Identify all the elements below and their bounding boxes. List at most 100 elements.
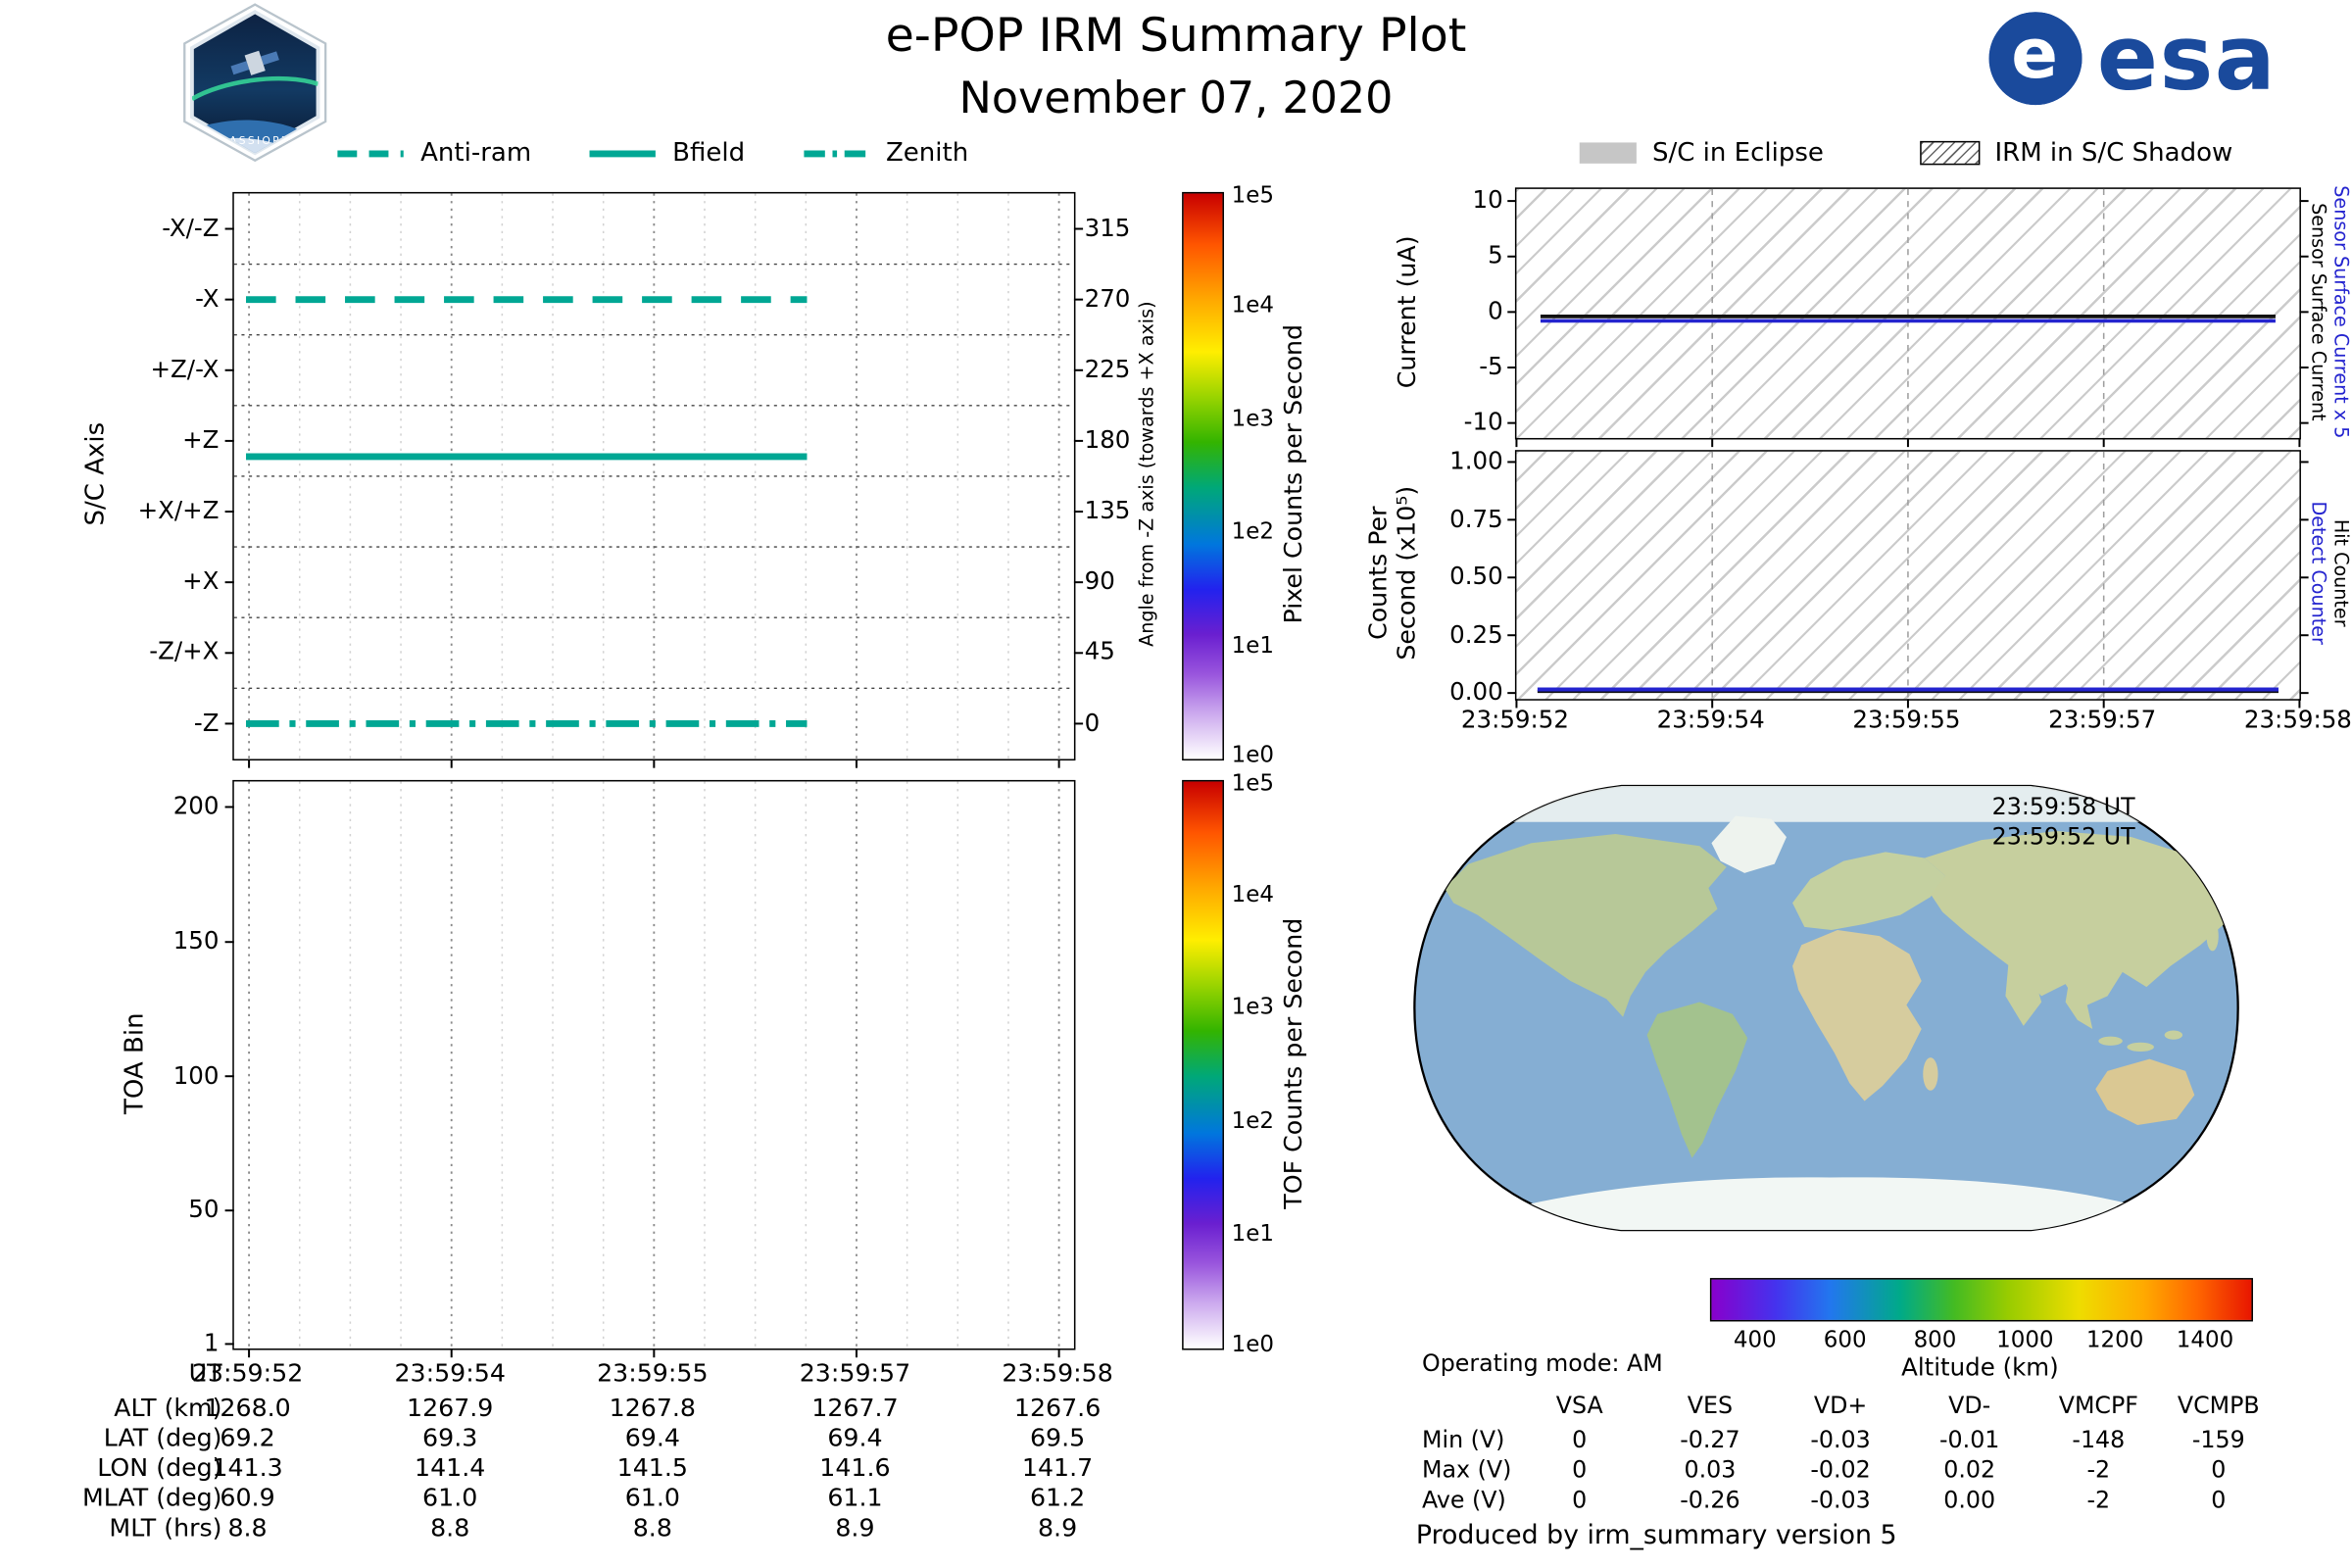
current-ylabel: Current (uA) xyxy=(1393,235,1422,389)
ephemeris-cell: 141.5 xyxy=(616,1453,688,1483)
tof-counts-colorbar-label: TOF Counts per Second xyxy=(1278,917,1307,1209)
legend-label: Anti-ram xyxy=(420,137,532,169)
current-tick: -10 xyxy=(1463,407,1503,436)
voltage-cell: -148 xyxy=(2072,1426,2126,1454)
ephemeris-cell: 69.4 xyxy=(827,1423,883,1452)
sensor-current-label: Sensor Surface Current xyxy=(2307,203,2330,421)
ephemeris-cell: 69.2 xyxy=(220,1423,275,1452)
hatch-swatch-icon xyxy=(1919,140,1981,166)
page-title: e-POP IRM Summary Plot xyxy=(885,9,1467,64)
sc-axis-tick: -Z/+X xyxy=(149,637,220,666)
colorbar-tick: 1e5 xyxy=(1231,181,1274,209)
pixel-counts-colorbar-label: Pixel Counts per Second xyxy=(1278,323,1307,624)
toa-tick: 100 xyxy=(172,1060,220,1090)
map-timestamp-end: 23:59:58 UT xyxy=(1991,793,2135,821)
japan xyxy=(2206,920,2219,952)
colorbar-tick: 1e1 xyxy=(1231,1219,1274,1248)
indonesia xyxy=(2127,1042,2154,1052)
esa-globe-icon: e xyxy=(1988,12,2082,106)
sc-axis-tick: +Z xyxy=(182,424,220,455)
colorbar-tick: 1e4 xyxy=(1231,879,1274,907)
voltage-row-label: Min (V) xyxy=(1422,1426,1505,1454)
colorbar-tick: 1e4 xyxy=(1231,291,1274,319)
time-tick: 23:59:58 xyxy=(2243,705,2352,734)
voltage-cell: -2 xyxy=(2086,1456,2111,1484)
voltage-cell: -0.01 xyxy=(1938,1426,2000,1454)
new-zealand xyxy=(2215,1111,2228,1139)
ephemeris-cell: 1268.0 xyxy=(204,1393,291,1423)
indonesia xyxy=(2164,1030,2183,1040)
ephemeris-cell: 61.2 xyxy=(1029,1483,1086,1512)
ephemeris-row-label: ALT (km) xyxy=(114,1393,222,1423)
sc-axis-tick: -X xyxy=(195,283,220,313)
ephemeris-cell: 61.0 xyxy=(422,1483,478,1512)
operating-mode: Operating mode: AM xyxy=(1422,1349,1663,1378)
voltage-cell: 0 xyxy=(2211,1486,2227,1514)
angle-tick: 90 xyxy=(1084,566,1115,596)
voltage-cell: 0.02 xyxy=(1943,1456,1996,1484)
ephemeris-cell: 23:59:57 xyxy=(799,1358,911,1388)
legend-label: S/C in Eclipse xyxy=(1651,137,1824,169)
australia xyxy=(2095,1058,2195,1125)
ephemeris-cell: 8.9 xyxy=(1037,1513,1078,1543)
world-map: 23:59:58 UT 23:59:52 UT xyxy=(1402,777,2250,1239)
angle-tick: 270 xyxy=(1084,283,1131,313)
counts-tick: 0.25 xyxy=(1449,619,1503,649)
ephemeris-cell: 8.9 xyxy=(835,1513,875,1543)
counts-ylabel-line2: Second (x10⁵) xyxy=(1392,485,1421,661)
counts-tick: 0.00 xyxy=(1449,677,1503,707)
colorbar-tick: 1e3 xyxy=(1231,404,1274,432)
current-tick: -5 xyxy=(1479,351,1503,381)
ephemeris-cell: 61.0 xyxy=(624,1483,680,1512)
voltage-cell: -2 xyxy=(2086,1486,2111,1514)
sc-axis-tick: -X/-Z xyxy=(162,213,220,242)
north-america xyxy=(1444,834,1727,1017)
counts-tick: 1.00 xyxy=(1449,446,1503,475)
altitude-colorbar-label: Altitude (km) xyxy=(1901,1352,2059,1382)
continents xyxy=(1444,786,2228,1231)
ephemeris-cell: 69.4 xyxy=(624,1423,680,1452)
ephemeris-row-label: MLT (hrs) xyxy=(109,1513,222,1543)
antarctica xyxy=(1462,1177,2189,1231)
esa-wordmark: esa xyxy=(2096,6,2278,112)
colorbar-tick: 1e3 xyxy=(1231,993,1274,1021)
colorbar-tick: 1e1 xyxy=(1231,630,1274,659)
ephemeris-cell: 141.4 xyxy=(415,1453,486,1483)
arctic-ice xyxy=(1492,786,2168,822)
angle-tick: 225 xyxy=(1084,354,1131,383)
ephemeris-cell: 1267.7 xyxy=(811,1393,899,1423)
voltage-header: VSA xyxy=(1555,1392,1603,1419)
altitude-tick: 800 xyxy=(1913,1326,1957,1353)
tof-counts-colorbar xyxy=(1182,779,1224,1350)
madagascar xyxy=(1923,1057,1938,1091)
produced-by: Produced by irm_summary version 5 xyxy=(1415,1521,1897,1551)
ephemeris-cell: 69.5 xyxy=(1029,1423,1086,1452)
ephemeris-cell: 8.8 xyxy=(430,1513,470,1543)
ephemeris-cell: 141.6 xyxy=(819,1453,891,1483)
ephemeris-row-label: UT xyxy=(188,1358,222,1388)
voltage-cell: 0 xyxy=(1572,1426,1588,1454)
legend-item-zenith: Zenith xyxy=(802,138,968,168)
voltage-cell: -0.27 xyxy=(1680,1426,1740,1454)
counters-plot xyxy=(1507,450,2309,709)
indonesia xyxy=(2098,1036,2123,1046)
dashdot-line-icon xyxy=(803,149,870,157)
time-tick: 23:59:52 xyxy=(1460,705,1569,734)
voltage-cell: 0 xyxy=(2211,1456,2227,1484)
voltage-cell: -0.26 xyxy=(1680,1486,1740,1514)
altitude-tick: 1400 xyxy=(2176,1326,2234,1353)
toa-tick: 1 xyxy=(203,1328,220,1357)
colorbar-tick: 1e2 xyxy=(1231,517,1274,545)
angle-axis-label: Angle from -Z axis (towards +X axis) xyxy=(1134,301,1157,647)
ephemeris-cell: 8.8 xyxy=(632,1513,672,1543)
colorbar-tick: 1e0 xyxy=(1231,1330,1274,1358)
pixel-counts-colorbar xyxy=(1182,191,1224,761)
attitude-legend: Anti-ram Bfield Zenith xyxy=(232,137,1072,169)
current-tick: 10 xyxy=(1472,185,1503,215)
sc-axis-tick: +Z/-X xyxy=(150,354,220,383)
sc-axis-tick: +X xyxy=(182,566,220,596)
ephemeris-cell: 23:59:54 xyxy=(394,1358,506,1388)
legend-item-bfield: Bfield xyxy=(588,138,745,168)
voltage-header: VD- xyxy=(1948,1392,1991,1419)
